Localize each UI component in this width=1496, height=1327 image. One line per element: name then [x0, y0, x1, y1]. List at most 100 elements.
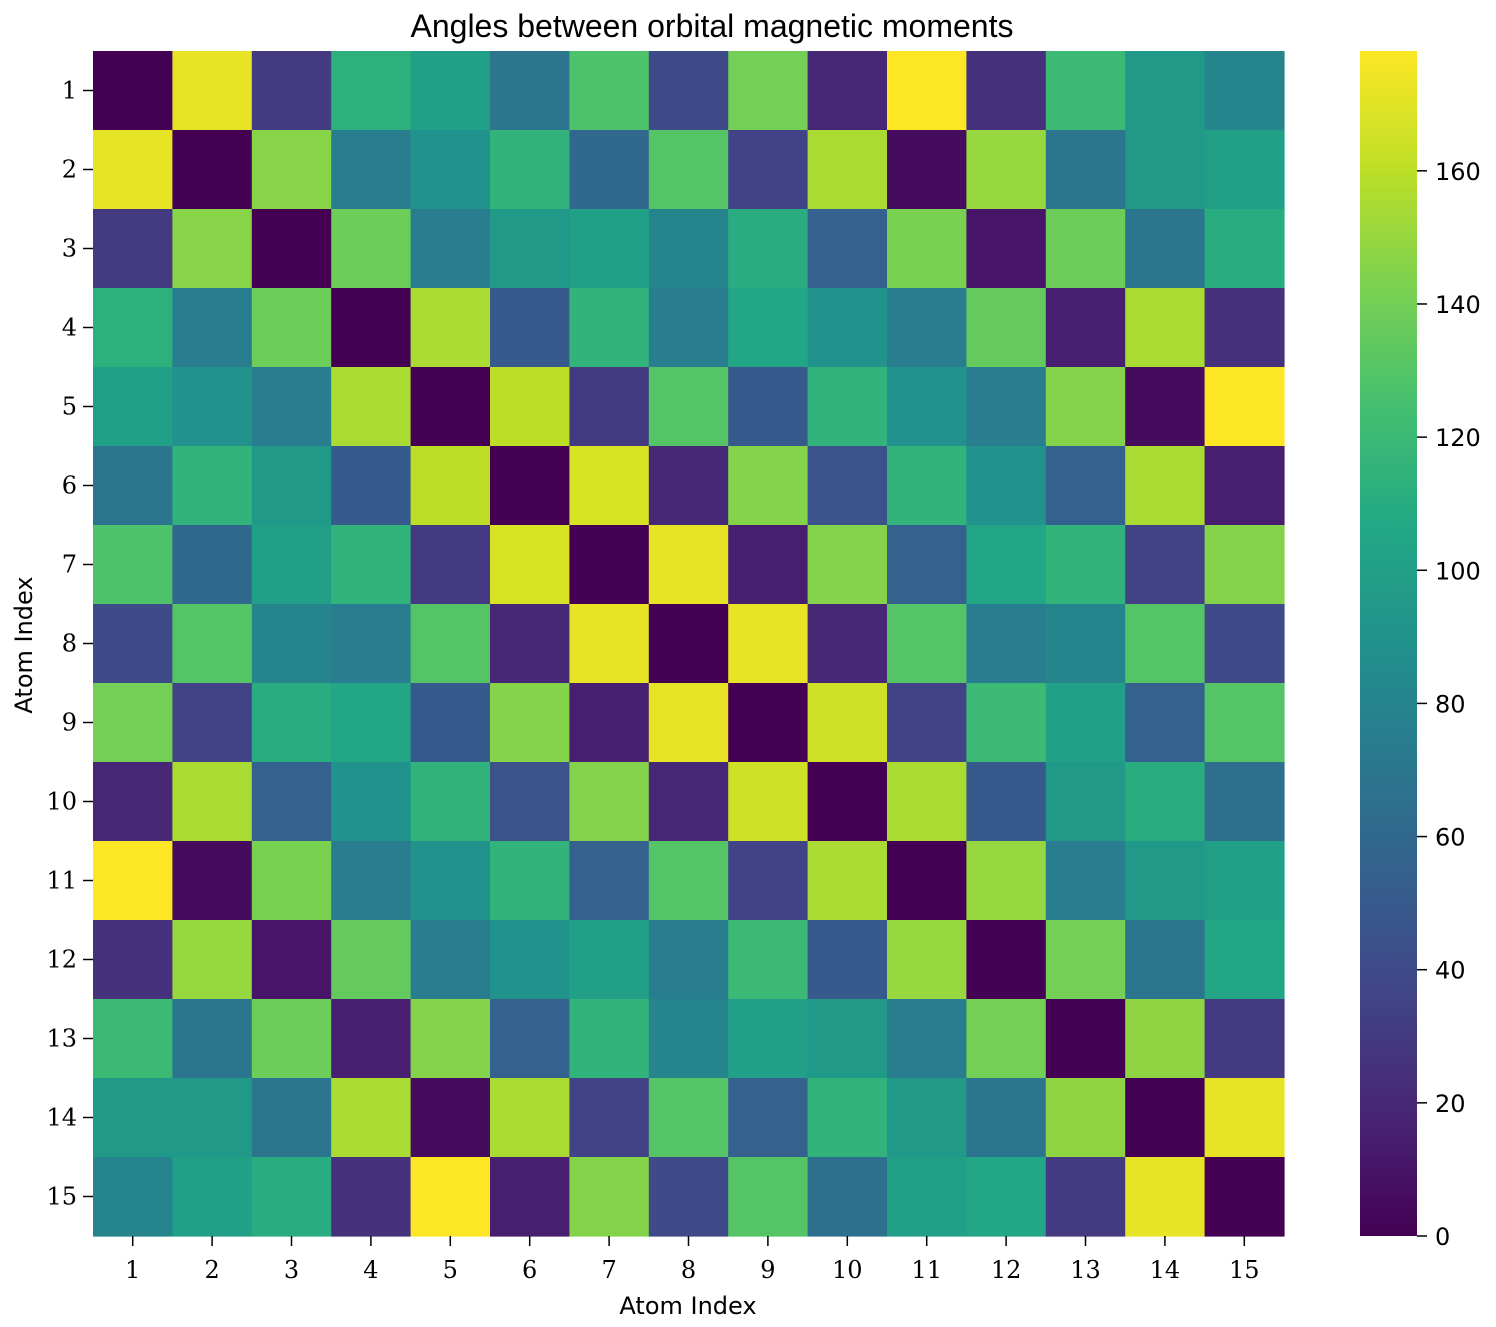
heatmap-cell [1045, 1157, 1126, 1237]
heatmap-cell [966, 841, 1047, 921]
heatmap-cell [648, 683, 729, 763]
heatmap-cell [251, 288, 332, 368]
heatmap-cell [887, 999, 967, 1079]
heatmap-cell [490, 367, 570, 447]
heatmap-cell [1204, 288, 1285, 368]
heatmap-cell [887, 367, 967, 447]
heatmap-cell [1125, 288, 1206, 368]
colorbar-tick-label: 60 [1435, 824, 1466, 852]
heatmap-cell [1204, 51, 1285, 131]
heatmap-cell [490, 762, 570, 842]
heatmap-cell [1045, 762, 1126, 842]
heatmap-cell [807, 288, 888, 368]
heatmap-cell [887, 446, 967, 526]
x-axis: 1 2 3 4 5 6 7 8 9 10 11 12 13 14 15 [125, 1236, 1260, 1284]
heatmap-cell [331, 999, 412, 1079]
heatmap-cell [410, 525, 491, 605]
heatmap-cell [728, 525, 809, 605]
x-tick-label: 10 [832, 1256, 863, 1284]
heatmap-cell [966, 209, 1047, 289]
heatmap-cell [966, 762, 1047, 842]
heatmap-cell [490, 920, 570, 1000]
heatmap-cell [172, 683, 253, 763]
heatmap-cell [648, 1078, 729, 1158]
heatmap-cell [1045, 130, 1126, 210]
heatmap-cell [410, 762, 491, 842]
heatmap-cell [966, 130, 1047, 210]
heatmap-cell [728, 288, 809, 368]
heatmap-cell [887, 920, 967, 1000]
heatmap-cell [251, 367, 332, 447]
heatmap-cell [807, 841, 888, 921]
heatmap-cell [1125, 762, 1206, 842]
heatmap-cell [410, 130, 491, 210]
x-tick-label: 1 [125, 1256, 140, 1284]
heatmap-cells [93, 51, 1285, 1237]
heatmap-cell [887, 604, 967, 684]
x-tick-label: 8 [681, 1256, 696, 1284]
heatmap-cell [728, 367, 809, 447]
y-tick-label: 15 [46, 1183, 77, 1211]
heatmap-cell [331, 51, 412, 131]
heatmap-cell [887, 51, 967, 131]
heatmap-cell [1125, 525, 1206, 605]
x-axis-label: Atom Index [619, 1292, 756, 1320]
heatmap-cell [569, 51, 650, 131]
heatmap-cell [172, 367, 253, 447]
heatmap-cell [331, 1157, 412, 1237]
heatmap-cell [172, 446, 253, 526]
heatmap-cell [490, 841, 570, 921]
heatmap-cell [966, 999, 1047, 1079]
colorbar-tick-label: 140 [1435, 291, 1481, 319]
heatmap-cell [807, 762, 888, 842]
heatmap-cell [728, 51, 809, 131]
heatmap-cell [172, 1078, 253, 1158]
heatmap-cell [93, 920, 173, 1000]
heatmap-cell [172, 999, 253, 1079]
heatmap-cell [569, 683, 650, 763]
heatmap-cell [1204, 683, 1285, 763]
heatmap-cell [1204, 920, 1285, 1000]
heatmap-cell [728, 604, 809, 684]
y-tick-label: 12 [46, 946, 77, 974]
heatmap-cell [569, 841, 650, 921]
heatmap-cell [251, 999, 332, 1079]
heatmap-cell [887, 525, 967, 605]
heatmap-cell [807, 920, 888, 1000]
colorbar-tick-label: 120 [1435, 424, 1481, 452]
heatmap-cell [728, 841, 809, 921]
heatmap-cell [1125, 130, 1206, 210]
heatmap-cell [93, 999, 173, 1079]
colorbar-tick-label: 20 [1435, 1090, 1466, 1118]
heatmap-cell [251, 51, 332, 131]
heatmap-cell [1045, 999, 1126, 1079]
x-tick-label: 5 [443, 1256, 458, 1284]
heatmap-cell [490, 604, 570, 684]
heatmap-cell [569, 209, 650, 289]
heatmap-cell [728, 999, 809, 1079]
heatmap-cell [1125, 1157, 1206, 1237]
heatmap-cell [1204, 1157, 1285, 1237]
heatmap-cell [887, 762, 967, 842]
heatmap-cell [887, 1157, 967, 1237]
x-tick-label: 15 [1229, 1256, 1260, 1284]
heatmap-cell [1204, 841, 1285, 921]
heatmap-cell [1045, 604, 1126, 684]
heatmap-cell [1125, 604, 1206, 684]
heatmap-cell [1204, 367, 1285, 447]
x-tick-label: 7 [601, 1256, 616, 1284]
heatmap-cell [966, 604, 1047, 684]
heatmap-cell [648, 446, 729, 526]
heatmap-cell [807, 525, 888, 605]
heatmap-cell [728, 920, 809, 1000]
heatmap-cell [807, 130, 888, 210]
heatmap-cell [728, 130, 809, 210]
heatmap-cell [648, 841, 729, 921]
heatmap-cell [966, 920, 1047, 1000]
heatmap-cell [172, 130, 253, 210]
heatmap-cell [1125, 446, 1206, 526]
heatmap-cell [93, 841, 173, 921]
heatmap-cell [728, 683, 809, 763]
heatmap-cell [251, 525, 332, 605]
heatmap-cell [410, 999, 491, 1079]
